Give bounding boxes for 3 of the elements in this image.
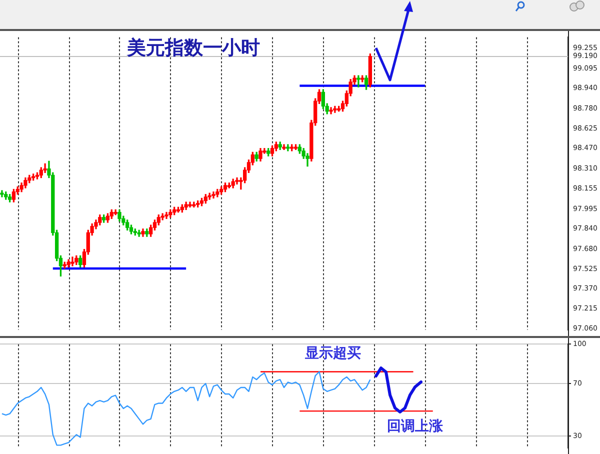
chart-title: 美元指数一小时 bbox=[126, 36, 260, 59]
annotation: 显示超买 bbox=[304, 346, 361, 362]
annotation: 回调上涨 bbox=[387, 418, 444, 435]
